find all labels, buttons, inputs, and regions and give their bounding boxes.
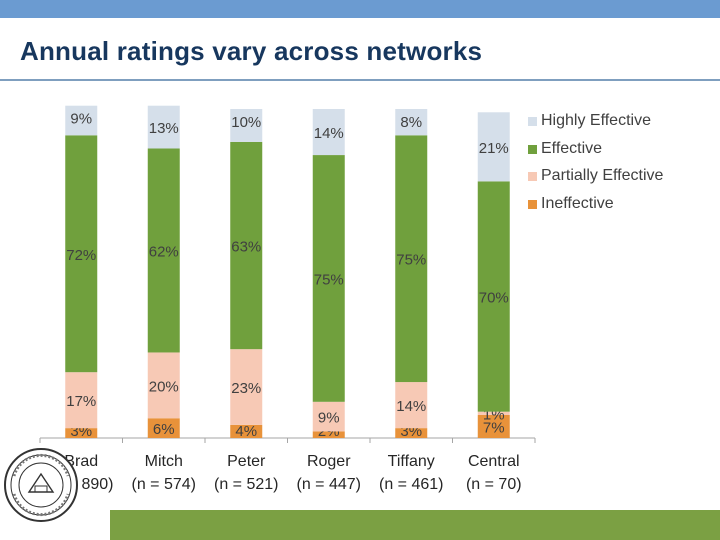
- legend-swatch: [528, 117, 537, 126]
- category-count-label: (n = 70): [466, 476, 522, 493]
- bar-segment-highly-effective: [230, 109, 263, 142]
- bar-segment-partially-effective: [65, 372, 98, 429]
- category-label: Brad: [64, 453, 98, 470]
- bar-segment-ineffective: [312, 431, 345, 438]
- data-label: 21%: [479, 140, 509, 157]
- data-label: 17%: [66, 393, 96, 410]
- bar-segment-highly-effective: [65, 105, 98, 136]
- category-label: Tiffany: [388, 453, 435, 470]
- bar-segment-effective: [65, 135, 98, 373]
- legend-swatch: [528, 144, 537, 154]
- data-label: 14%: [396, 398, 426, 415]
- bar-segment-partially-effective: [395, 382, 428, 429]
- data-label: 7%: [483, 419, 505, 436]
- data-label: 6%: [153, 421, 175, 438]
- legend-label: Partially Effective: [541, 167, 664, 184]
- title-divider: [0, 79, 720, 81]
- bar-segment-highly-effective: [147, 105, 180, 149]
- bar-segment-partially-effective: [147, 352, 180, 419]
- school-seal-logo: [4, 448, 78, 522]
- data-label: 72%: [66, 247, 96, 264]
- category-count-label: (n = 447): [297, 476, 361, 493]
- data-label: 20%: [149, 378, 179, 395]
- bar-segment-ineffective: [65, 428, 98, 438]
- category-label: Roger: [307, 453, 351, 470]
- data-label: 75%: [314, 271, 344, 288]
- data-label: 75%: [396, 252, 426, 269]
- legend-label: Highly Effective: [541, 112, 651, 129]
- bar-segment-effective: [312, 155, 345, 402]
- bar-segment-partially-effective: [230, 349, 263, 425]
- category-label: Peter: [227, 453, 266, 470]
- top-accent-band: [0, 0, 720, 18]
- bar-segment-ineffective: [395, 428, 428, 438]
- category-label: Central: [468, 453, 520, 470]
- data-label: 10%: [231, 114, 261, 131]
- bar-segment-ineffective: [477, 414, 510, 438]
- legend-swatch: [528, 199, 537, 209]
- data-label: 4%: [235, 423, 257, 440]
- bar-segment-effective: [147, 148, 180, 353]
- legend-swatch: [528, 172, 537, 181]
- bar-segment-highly-effective: [312, 109, 345, 156]
- legend-label: Ineffective: [541, 194, 614, 212]
- category-label: Mitch: [145, 453, 183, 470]
- data-label: 9%: [318, 410, 340, 427]
- bar-segment-partially-effective: [312, 401, 345, 432]
- bar-segment-effective: [477, 181, 510, 412]
- data-label: 8%: [400, 114, 422, 131]
- bar-segment-ineffective: [147, 418, 180, 438]
- category-count-label: (n = 521): [214, 476, 278, 493]
- slide-title: Annual ratings vary across networks: [20, 36, 483, 66]
- category-count-label: (n = 461): [379, 476, 443, 493]
- data-label: 13%: [149, 120, 179, 137]
- bar-segment-ineffective: [230, 424, 263, 438]
- bar-segment-effective: [395, 135, 428, 383]
- bar-segment-effective: [230, 141, 263, 350]
- data-label: 63%: [231, 239, 261, 256]
- data-label: 9%: [70, 111, 92, 128]
- category-count-label: (n = 574): [132, 476, 196, 493]
- legend-label: Effective: [541, 139, 603, 157]
- bottom-accent-band: [110, 510, 720, 540]
- data-label: 62%: [149, 243, 179, 260]
- data-label: 23%: [231, 380, 261, 397]
- data-label: 14%: [314, 125, 344, 142]
- bar-segment-highly-effective: [477, 112, 510, 182]
- bar-segment-partially-effective: [477, 411, 510, 415]
- bar-segment-highly-effective: [395, 109, 428, 136]
- data-label: 70%: [479, 290, 509, 307]
